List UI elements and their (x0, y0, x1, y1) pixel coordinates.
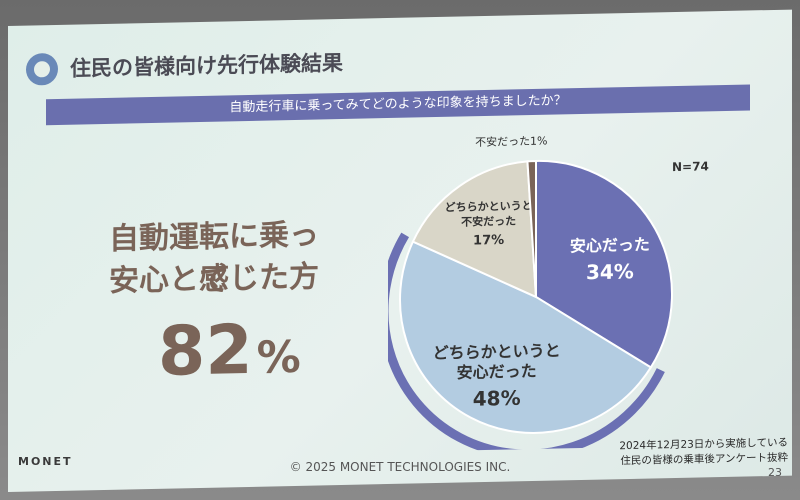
pie-slice-label-line: 安心だった (457, 361, 537, 382)
location-pin-icon (26, 52, 58, 86)
pie-slice-label-text: 不安だった1% (475, 133, 547, 149)
pie-slice-label-line: どちらかというと (433, 341, 561, 363)
pie-slice (526, 159, 537, 298)
pie-slice-value: 17% (473, 233, 504, 249)
sample-size-label: N=74 (672, 159, 709, 175)
pie-slice (399, 240, 653, 434)
headline-value: 82 (158, 310, 253, 392)
pie-slice (535, 159, 673, 369)
pie-outer-ring (388, 232, 665, 453)
headline-line-2: 安心と感じた方 (109, 259, 319, 299)
pie-slice-label-line: どちらかというと (445, 199, 533, 214)
headline-percentage: 82% (158, 310, 301, 392)
pie-slice-value: 48% (473, 386, 521, 411)
question-banner: 自動走行車に乗ってみてどのような印象を持ちましたか？ (46, 84, 750, 126)
pie-slice-label-line: 安心だった (570, 235, 650, 256)
page-number: 23 (768, 466, 782, 479)
pie-slice-label-line: 不安だった (461, 214, 516, 229)
headline-unit: % (256, 331, 301, 384)
pie-chart: 安心だった34%どちらかというと安心だった48%どちらかというと不安だった17%… (388, 133, 673, 453)
presentation-slide: 住民の皆様向け先行体験結果 自動走行車に乗ってみてどのような印象を持ちましたか？… (8, 9, 792, 492)
pie-slice-label: 不安だった1% (475, 133, 547, 149)
pie-slice-label: 安心だった 34% (570, 235, 650, 284)
monet-logo: MONET (18, 455, 73, 468)
pie-slice (411, 160, 538, 299)
slide-title: 住民の皆様向け先行体験結果 (70, 50, 343, 81)
pie-slice-value: 34% (586, 259, 634, 284)
copyright-text: © 2025 MONET TECHNOLOGIES INC. (289, 460, 511, 474)
